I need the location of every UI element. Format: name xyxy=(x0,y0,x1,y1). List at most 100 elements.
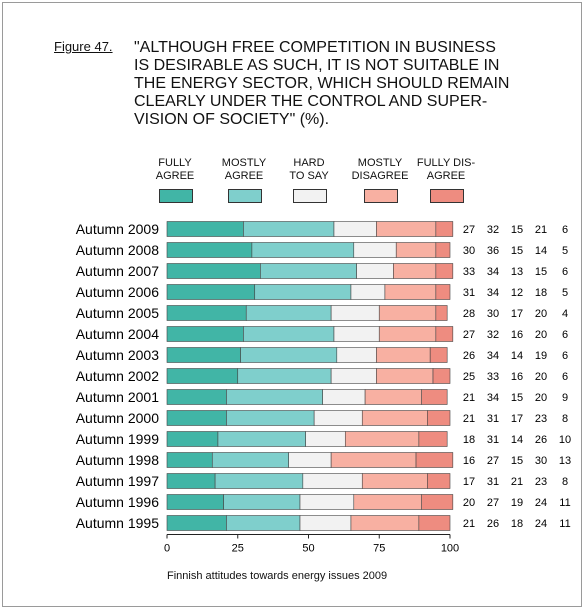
value-label: 12 xyxy=(511,287,523,299)
value-label: 20 xyxy=(535,392,547,404)
value-label: 5 xyxy=(562,245,568,257)
bar-segment-2 xyxy=(322,389,366,405)
value-label: 6 xyxy=(562,350,568,362)
value-label: 30 xyxy=(535,455,547,467)
bar-segment-1 xyxy=(211,452,289,468)
chart-caption: Finnish attitudes towards energy issues … xyxy=(167,570,388,582)
value-label: 33 xyxy=(487,371,499,383)
value-label: 15 xyxy=(535,266,547,278)
value-label: 30 xyxy=(463,245,475,257)
bar-segment-4 xyxy=(435,305,448,321)
value-label: 34 xyxy=(487,266,499,278)
bar-segment-3 xyxy=(344,431,420,447)
legend-swatch-4 xyxy=(430,189,464,203)
value-label: 21 xyxy=(535,224,547,236)
category-label: Autumn 2008 xyxy=(76,242,159,258)
value-label: 5 xyxy=(562,287,568,299)
value-label: 14 xyxy=(535,245,547,257)
legend-label-0: FULLY AGREE xyxy=(155,157,195,182)
bar-segment-0 xyxy=(166,515,227,531)
value-label: 28 xyxy=(463,308,475,320)
figure-label: Figure 47. xyxy=(54,39,113,54)
value-label: 4 xyxy=(562,308,568,320)
bar-segment-4 xyxy=(418,431,448,447)
bar-segment-2 xyxy=(330,368,377,384)
value-label: 14 xyxy=(511,434,523,446)
bar-segment-4 xyxy=(435,263,454,279)
value-label: 21 xyxy=(463,518,475,530)
bar-segment-2 xyxy=(302,473,363,489)
category-label: Autumn 2001 xyxy=(76,389,159,405)
value-label: 17 xyxy=(511,413,523,425)
value-label: 27 xyxy=(463,224,475,236)
x-tick-label: 0 xyxy=(164,543,170,555)
bar-segment-3 xyxy=(364,389,423,405)
value-label: 33 xyxy=(463,266,475,278)
value-label: 31 xyxy=(487,476,499,488)
category-label: Autumn 1997 xyxy=(76,473,159,489)
value-label: 20 xyxy=(535,329,547,341)
bar-segment-0 xyxy=(166,452,213,468)
chart-svg: Autumn 2009 27 32 15 21 6 Autumn 2008 30 36 15 14 5… xyxy=(76,221,571,555)
bar-segment-2 xyxy=(333,326,380,342)
bar-segment-1 xyxy=(243,221,335,237)
bar-segment-2 xyxy=(299,515,352,531)
value-label: 20 xyxy=(463,497,475,509)
value-label: 11 xyxy=(559,518,570,530)
bar-segment-2 xyxy=(313,410,363,426)
bar-segment-1 xyxy=(237,368,332,384)
value-label: 23 xyxy=(535,413,547,425)
bar-segment-1 xyxy=(245,305,332,321)
bar-segment-0 xyxy=(166,263,261,279)
category-label: Autumn 2004 xyxy=(76,326,159,342)
value-label: 27 xyxy=(487,497,499,509)
value-label: 24 xyxy=(535,497,547,509)
bar-segment-4 xyxy=(432,368,451,384)
value-label: 19 xyxy=(511,497,523,509)
bar-segment-1 xyxy=(226,389,323,405)
value-label: 34 xyxy=(487,392,499,404)
bar-segment-1 xyxy=(226,515,301,531)
bar-segment-1 xyxy=(214,473,304,489)
value-label: 34 xyxy=(487,350,499,362)
bar-segment-0 xyxy=(166,368,239,384)
value-label: 27 xyxy=(463,329,475,341)
legend-label-1: MOSTLY AGREE xyxy=(221,157,267,182)
bar-segment-0 xyxy=(166,305,247,321)
bar-segment-0 xyxy=(166,326,244,342)
bar-segment-4 xyxy=(421,389,448,405)
value-label: 31 xyxy=(463,287,475,299)
bar-segment-1 xyxy=(260,263,357,279)
value-label: 13 xyxy=(559,455,571,467)
value-label: 16 xyxy=(463,455,475,467)
bar-segment-3 xyxy=(361,410,428,426)
value-label: 31 xyxy=(487,413,499,425)
legend-swatch-2 xyxy=(293,189,327,203)
bar-segment-4 xyxy=(421,494,454,510)
x-tick-label: 100 xyxy=(441,543,459,555)
value-label: 15 xyxy=(511,245,523,257)
bar-segment-1 xyxy=(254,284,352,300)
value-label: 26 xyxy=(463,350,475,362)
value-label: 21 xyxy=(511,476,523,488)
bar-segment-2 xyxy=(288,452,332,468)
bar-segment-3 xyxy=(376,347,431,363)
bar-segment-2 xyxy=(356,263,394,279)
category-label: Autumn 2003 xyxy=(76,347,159,363)
value-label: 24 xyxy=(535,518,547,530)
bar-segment-0 xyxy=(166,410,227,426)
bar-segment-3 xyxy=(376,368,434,384)
value-label: 16 xyxy=(511,329,523,341)
value-label: 6 xyxy=(562,329,568,341)
value-label: 30 xyxy=(487,308,499,320)
value-label: 19 xyxy=(535,350,547,362)
bar-segment-2 xyxy=(330,305,380,321)
x-tick-label: 25 xyxy=(232,543,244,555)
value-label: 18 xyxy=(463,434,475,446)
value-label: 15 xyxy=(511,224,523,236)
value-label: 15 xyxy=(511,455,523,467)
value-label: 36 xyxy=(487,245,499,257)
bar-segment-1 xyxy=(226,410,315,426)
value-label: 14 xyxy=(511,350,523,362)
category-label: Autumn 2002 xyxy=(76,368,159,384)
